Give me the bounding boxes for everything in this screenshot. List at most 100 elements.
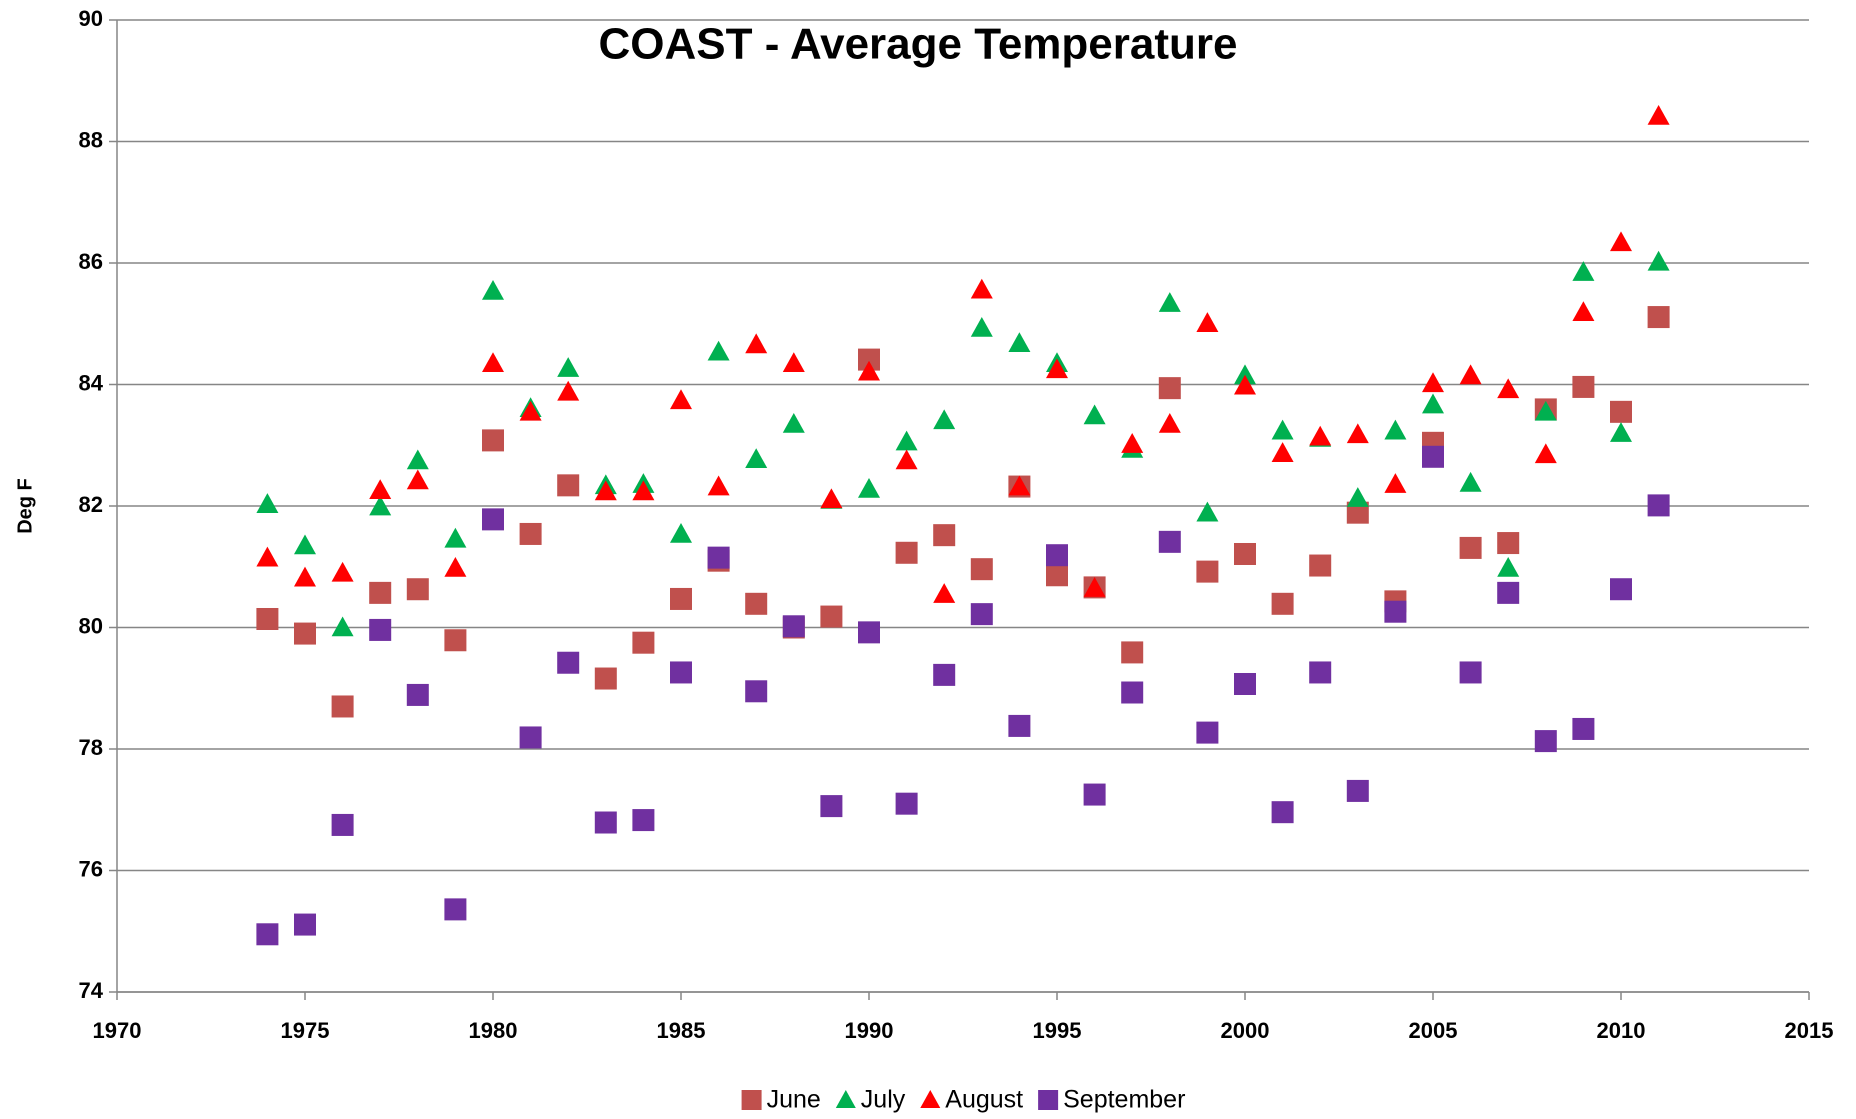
point — [444, 527, 467, 548]
point — [519, 726, 542, 749]
point — [670, 522, 692, 543]
point — [1346, 423, 1369, 444]
point — [256, 607, 279, 630]
point — [519, 400, 542, 421]
point — [1459, 536, 1482, 559]
point — [406, 449, 429, 470]
point — [1346, 487, 1369, 507]
x-tick-label: 2005 — [1409, 1018, 1458, 1043]
point — [782, 352, 805, 373]
point — [331, 813, 354, 836]
point — [369, 479, 392, 500]
x-tick-label: 1975 — [281, 1018, 330, 1043]
point — [782, 412, 805, 433]
y-tick-label: 88 — [79, 127, 103, 152]
point — [1459, 471, 1482, 492]
point — [1008, 332, 1031, 352]
x-tick-label: 1995 — [1033, 1018, 1082, 1043]
point — [970, 317, 993, 337]
point — [1158, 412, 1181, 433]
x-tick-label: 1990 — [845, 1018, 894, 1043]
point — [1271, 801, 1294, 824]
point — [294, 566, 316, 587]
point — [1158, 530, 1181, 553]
point — [519, 522, 542, 545]
point — [1572, 717, 1595, 740]
point — [858, 348, 880, 371]
legend-label: July — [861, 1086, 906, 1114]
point — [1572, 375, 1595, 398]
point — [1196, 501, 1219, 522]
point — [1346, 779, 1369, 802]
point — [970, 558, 993, 581]
y-tick-label: 90 — [79, 6, 103, 31]
point — [482, 352, 504, 373]
point — [1610, 578, 1632, 601]
x-tick-label: 2015 — [1785, 1018, 1834, 1043]
legend-label: June — [767, 1086, 821, 1114]
x-tick-label: 1980 — [469, 1018, 518, 1043]
y-tick-label: 74 — [79, 978, 104, 1003]
point — [745, 333, 768, 354]
point — [1121, 433, 1144, 453]
point — [331, 616, 354, 637]
legend-marker — [741, 1090, 762, 1110]
point — [331, 561, 354, 582]
point — [1046, 358, 1068, 379]
point — [782, 615, 805, 638]
legend-marker — [835, 1090, 856, 1108]
point — [1384, 419, 1407, 440]
x-tick-label: 1970 — [93, 1018, 142, 1043]
point — [707, 340, 730, 361]
point — [1234, 542, 1256, 565]
point — [1497, 556, 1520, 577]
x-tick-label: 2010 — [1597, 1018, 1646, 1043]
point — [670, 389, 692, 410]
point — [369, 581, 392, 604]
point — [594, 667, 617, 690]
point — [1422, 445, 1444, 468]
point — [1121, 681, 1144, 704]
point — [820, 795, 843, 818]
point — [1610, 231, 1632, 252]
point — [1384, 473, 1407, 493]
point — [557, 474, 580, 497]
point — [444, 556, 467, 577]
point — [970, 603, 993, 626]
chart-title: COAST - Average Temperature — [599, 20, 1238, 69]
point — [1083, 577, 1106, 597]
point — [1497, 378, 1520, 399]
point — [1572, 261, 1595, 281]
point — [970, 278, 993, 299]
point — [1234, 374, 1256, 395]
point — [482, 279, 504, 300]
point — [933, 663, 956, 686]
point — [858, 621, 880, 644]
point — [1046, 544, 1068, 567]
point — [557, 380, 580, 401]
point — [895, 541, 918, 564]
point — [444, 898, 467, 921]
point — [406, 683, 429, 706]
point — [444, 629, 467, 652]
point — [331, 695, 354, 718]
point — [1046, 564, 1068, 587]
point — [1610, 400, 1632, 423]
point — [557, 651, 580, 674]
legend-marker — [920, 1090, 941, 1108]
y-tick-label: 78 — [79, 735, 103, 760]
point — [1534, 443, 1557, 464]
point — [1121, 641, 1144, 664]
point — [745, 448, 768, 469]
x-tick-label: 2000 — [1221, 1018, 1270, 1043]
point — [670, 587, 692, 610]
point — [933, 524, 956, 547]
point — [707, 546, 730, 569]
point — [406, 469, 429, 490]
point — [745, 680, 768, 703]
point — [1534, 400, 1557, 421]
point — [1647, 104, 1670, 125]
point — [1610, 422, 1632, 442]
point — [1234, 364, 1256, 385]
